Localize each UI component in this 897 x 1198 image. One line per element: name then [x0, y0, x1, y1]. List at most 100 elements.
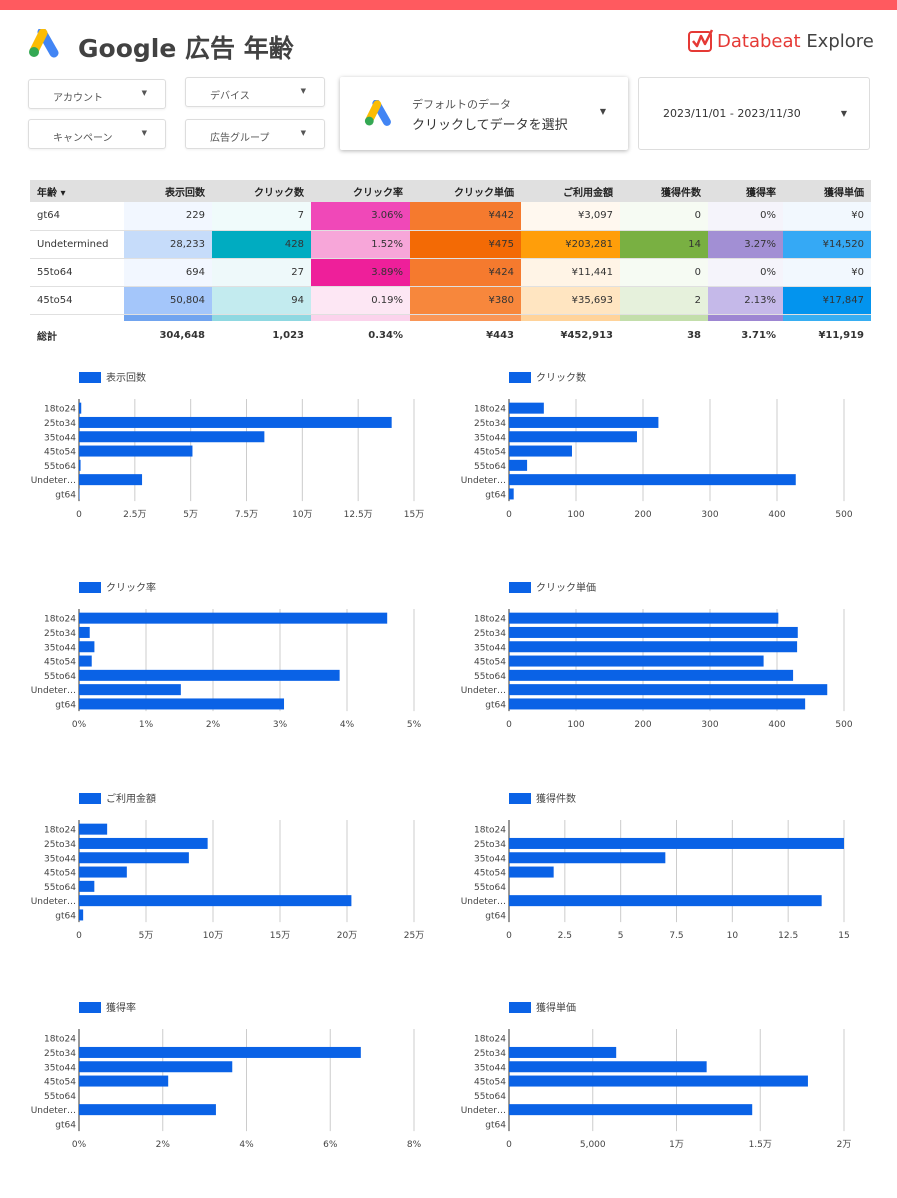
y-category-label: gt64: [55, 490, 76, 500]
databeat-logo-icon: [688, 29, 714, 52]
y-category-label: 55to64: [474, 462, 506, 472]
legend-swatch: [509, 793, 531, 804]
y-category-label: gt64: [55, 1120, 76, 1130]
age-column-sort-header[interactable]: 年齢 ▾: [30, 180, 124, 202]
color-strip-cell: [708, 314, 783, 321]
total-cell: ¥452,913: [560, 329, 613, 341]
ad-group-filter[interactable]: 広告グループ ▼: [185, 119, 325, 149]
y-category-label: gt64: [485, 911, 506, 921]
y-category-label: Undeter…: [31, 686, 76, 696]
total-cell: 0.34%: [368, 329, 403, 341]
x-tick-label: 4%: [239, 1140, 254, 1150]
campaign-filter[interactable]: キャンペーン ▼: [28, 119, 166, 149]
y-category-label: 18to24: [44, 615, 76, 625]
legend-swatch: [509, 582, 531, 593]
x-tick-label: 1万: [669, 1140, 684, 1150]
bar: [509, 488, 514, 500]
chart-conversions: 獲得件数 0 2.5 5 7.5 10 12.5 15 18to24 25to34 35to44 45…: [460, 786, 860, 966]
x-tick-label: 0: [506, 1140, 512, 1150]
column-header[interactable]: クリック数: [212, 180, 311, 202]
total-label: 総計: [37, 331, 57, 343]
bar: [79, 474, 143, 486]
y-category-label: 18to24: [474, 405, 506, 415]
color-strip-cell: [311, 314, 410, 321]
bar: [79, 909, 84, 921]
y-category-label: 18to24: [474, 826, 506, 836]
bar: [509, 459, 528, 471]
column-header[interactable]: クリック率: [311, 180, 410, 202]
x-tick-label: 100: [567, 510, 584, 520]
metric-cell: 0: [620, 258, 708, 287]
y-category-label: 55to64: [44, 672, 76, 682]
device-filter[interactable]: デバイス ▼: [185, 77, 325, 107]
y-category-label: 55to64: [44, 462, 76, 472]
bar: [509, 698, 806, 710]
color-strip-cell: [783, 314, 871, 321]
total-cell: 304,648: [159, 329, 205, 341]
y-category-label: gt64: [55, 911, 76, 921]
x-tick-label: 15万: [270, 931, 290, 941]
x-tick-label: 15万: [404, 510, 424, 520]
column-header[interactable]: クリック単価: [410, 180, 521, 202]
metric-cell: 94: [212, 286, 311, 315]
legend-swatch: [79, 1002, 101, 1013]
y-category-label: gt64: [485, 490, 506, 500]
x-tick-label: 2.5万: [123, 510, 146, 520]
x-tick-label: 8%: [407, 1140, 422, 1150]
legend-swatch: [509, 1002, 531, 1013]
date-range-picker[interactable]: 2023/11/01 - 2023/11/30 ▼: [638, 77, 870, 150]
x-tick-label: 12.5万: [344, 510, 373, 520]
x-tick-label: 10万: [292, 510, 312, 520]
bar: [509, 684, 828, 696]
table-row: gt64 229 7 3.06% ¥442 ¥3,097 0 0% ¥0: [30, 202, 871, 231]
x-tick-label: 1%: [139, 720, 154, 730]
campaign-filter-label: キャンペーン: [53, 133, 113, 144]
brand-sub: Explore: [806, 30, 874, 52]
x-tick-label: 2%: [206, 720, 221, 730]
column-header[interactable]: 獲得単価: [783, 180, 871, 202]
age-cell: 55to64: [30, 258, 124, 287]
metric-cell: 2.13%: [708, 286, 783, 315]
bar-chart-svg: クリック単価 0 100 200 300 400 500 18to24 25to34 35to44…: [461, 581, 853, 730]
x-tick-label: 200: [634, 720, 651, 730]
data-source-selector[interactable]: デフォルトのデータ クリックしてデータを選択 ▼: [340, 77, 628, 150]
metric-cell: 3.27%: [708, 230, 783, 259]
y-category-label: 55to64: [474, 883, 506, 893]
x-tick-label: 10: [727, 931, 739, 941]
bar: [509, 431, 637, 443]
total-cell: 3.71%: [741, 329, 776, 341]
metric-cell: ¥0: [783, 202, 871, 231]
table-row: 45to54 50,804 94 0.19% ¥380 ¥35,693 2 2.13% ¥17,…: [30, 286, 871, 315]
total-cell: ¥11,919: [818, 329, 864, 341]
age-cell: Undetermined: [30, 230, 124, 259]
metric-cell: 0.19%: [311, 286, 410, 315]
y-category-label: Undeter…: [461, 686, 506, 696]
legend-swatch: [79, 582, 101, 593]
account-filter[interactable]: アカウント ▼: [28, 79, 166, 109]
column-header[interactable]: ご利用金額: [521, 180, 620, 202]
x-tick-label: 2万: [837, 1140, 852, 1150]
column-header[interactable]: 獲得率: [708, 180, 783, 202]
bar: [79, 655, 92, 667]
bar: [79, 431, 265, 443]
google-ads-logo-icon: [29, 29, 59, 58]
data-source-select-label: クリックしてデータを選択: [412, 118, 568, 133]
bar: [509, 445, 572, 457]
y-category-label: Undeter…: [31, 476, 76, 486]
metric-cell: ¥475: [410, 230, 521, 259]
x-tick-label: 6%: [323, 1140, 338, 1150]
chevron-down-icon: ▼: [300, 129, 306, 137]
column-header[interactable]: 獲得件数: [620, 180, 708, 202]
table-total-row: 総計 304,648 1,023 0.34% ¥443 ¥452,913 38 3.71% ¥1…: [30, 321, 871, 349]
column-header[interactable]: 表示回数: [124, 180, 212, 202]
y-category-label: 25to34: [44, 840, 76, 850]
bar: [509, 416, 659, 428]
table-row: Undetermined 28,233 428 1.52% ¥475 ¥203,281 14…: [30, 230, 871, 259]
chart-conversion-rate: 獲得率 0% 2% 4% 6% 8% 18to24 25to34 35to44 45to54 55t…: [30, 995, 430, 1175]
y-category-label: 25to34: [474, 1049, 506, 1059]
y-category-label: gt64: [55, 700, 76, 710]
metric-cell: 28,233: [124, 230, 212, 259]
bar: [509, 1061, 707, 1073]
bar: [509, 1104, 753, 1116]
metric-cell: ¥35,693: [521, 286, 620, 315]
